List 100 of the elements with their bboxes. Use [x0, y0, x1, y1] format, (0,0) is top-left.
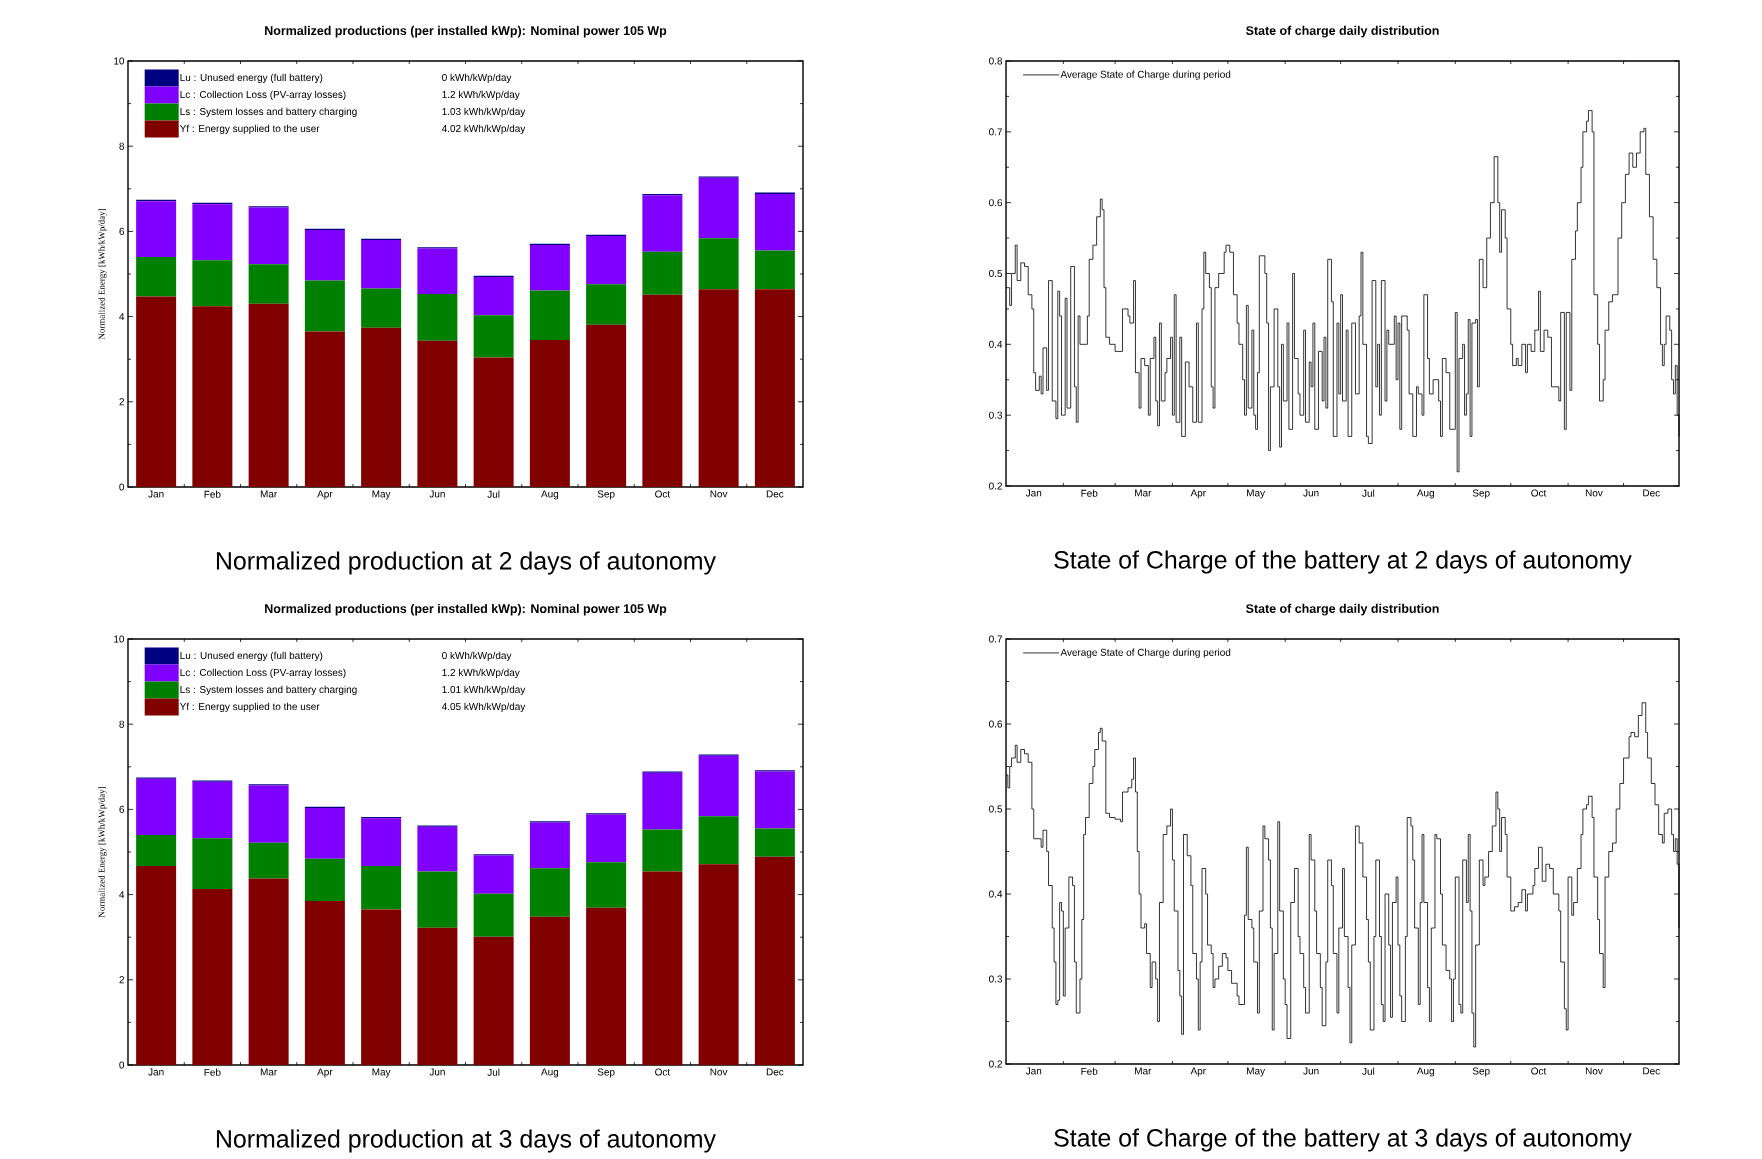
x-tick-label: Sep [597, 490, 615, 500]
x-tick-label: Dec [1643, 1067, 1660, 1075]
annotation: 1.03 kWh/kWp/day [442, 107, 526, 117]
x-tick-label: Jul [487, 490, 500, 498]
annotation: 1.01 kWh/kWp/day [442, 685, 526, 695]
y-axis-title: Normalized Energy [kWh/kWp/day] [98, 787, 107, 918]
x-tick-label: May [372, 1068, 391, 1078]
text: State of Charge of the battery at 2 days of autonomy [1054, 550, 1632, 574]
x-tick-label: Aug [541, 490, 559, 500]
x-tick-label: Jul [487, 1068, 500, 1076]
y-tick-label: 0.2 [989, 1060, 1002, 1068]
x-tick-label: Sep [1472, 1067, 1490, 1077]
x-tick-label: Feb [204, 490, 221, 498]
y-tick-label: 8 [119, 142, 125, 150]
legend-label: Ls : System losses and battery charging [180, 107, 357, 117]
y-tick-label: 0.4 [989, 340, 1003, 348]
x-tick-label: Nov [710, 490, 728, 498]
x-tick-label: Feb [1081, 489, 1098, 497]
x-tick-label: Apr [1190, 1067, 1206, 1077]
x-tick-label: Nov [1585, 1067, 1603, 1075]
annotation: 1.2 kWh/kWp/day [442, 90, 520, 100]
y-tick-label: 0.3 [989, 975, 1003, 983]
y-tick-label: 6 [119, 227, 125, 235]
y-tick-label: 0.8 [989, 57, 1003, 65]
x-tick-label: May [1247, 489, 1266, 499]
y-tick-label: 0.6 [989, 720, 1003, 728]
x-tick-label: Oct [655, 1068, 671, 1076]
y-tick-label: 2 [119, 976, 124, 984]
x-tick-label: Jun [1303, 1067, 1319, 1075]
y-tick-label: 0 [119, 483, 125, 491]
legend-label: Lu : Unused energy (full battery) [180, 73, 323, 83]
x-tick-label: Feb [1081, 1067, 1098, 1075]
x-tick-label: Apr [1190, 489, 1206, 499]
x-tick-label: Jan [1025, 489, 1042, 497]
y-tick-label: 4 [119, 891, 125, 899]
x-tick-label: Aug [1416, 1067, 1434, 1077]
x-tick-label: Oct [1531, 489, 1547, 497]
y-tick-label: 8 [119, 720, 125, 728]
text: State of Charge of the battery at 3 days of autonomy [1054, 1128, 1632, 1152]
annotation: 0 kWh/kWp/day [442, 73, 512, 83]
legend-label: Yf : Energy supplied to the user [179, 124, 320, 134]
y-tick-label: 0.4 [989, 890, 1003, 898]
x-tick-label: Dec [766, 490, 784, 498]
x-tick-label: Jun [429, 1068, 445, 1076]
y-tick-label: 4 [119, 313, 125, 321]
text: Normalized production at 2 days of autonomy [216, 551, 716, 575]
x-tick-label: Jun [1303, 489, 1319, 497]
x-tick-label: Mar [1135, 1067, 1152, 1075]
x-tick-label: May [1247, 1067, 1266, 1077]
y-axis-title: Normalized Energy [kWh/kWp/day] [98, 208, 107, 340]
y-tick-label: 0.2 [989, 482, 1002, 490]
x-tick-label: Jul [1362, 489, 1375, 497]
legend-label: Average State of Charge during period [1060, 648, 1231, 658]
y-tick-label: 0 [119, 1061, 125, 1069]
x-tick-label: Jan [148, 490, 164, 498]
x-tick-label: Apr [317, 490, 333, 500]
x-tick-label: Mar [1135, 489, 1152, 497]
x-tick-label: Oct [655, 490, 671, 498]
y-tick-label: 2 [119, 398, 124, 406]
y-tick-label: 0.6 [989, 199, 1003, 207]
y-tick-label: 0.3 [989, 411, 1003, 419]
x-tick-label: Oct [1531, 1067, 1547, 1075]
x-tick-label: Apr [317, 1068, 333, 1078]
x-tick-label: Nov [1585, 489, 1603, 497]
x-tick-label: Jul [1362, 1067, 1375, 1075]
text: Normalized production at 3 days of autonomy [216, 1129, 716, 1153]
x-tick-label: Sep [597, 1068, 615, 1078]
legend-label: Yf : Energy supplied to the user [179, 702, 320, 712]
x-tick-label: Feb [204, 1068, 221, 1076]
x-tick-label: Jun [429, 490, 445, 498]
x-tick-label: Mar [260, 1068, 278, 1076]
y-tick-label: 6 [119, 805, 125, 813]
annotation: 4.02 kWh/kWp/day [441, 124, 526, 134]
x-tick-label: Jan [1025, 1067, 1042, 1075]
annotation: 0 kWh/kWp/day [442, 651, 512, 661]
legend-label: Lu : Unused energy (full battery) [180, 651, 323, 661]
x-tick-label: Aug [541, 1068, 559, 1078]
annotation: 1.2 kWh/kWp/day [442, 668, 520, 678]
y-tick-label: 10 [114, 635, 125, 643]
y-tick-label: 0.7 [989, 635, 1002, 643]
x-tick-label: Sep [1472, 489, 1490, 499]
legend-label: Average State of Charge during period [1060, 70, 1231, 80]
chart-title: State of charge daily distribution [1246, 25, 1439, 38]
legend-label: Ls : System losses and battery charging [180, 685, 357, 695]
chart-title: State of charge daily distribution [1246, 603, 1439, 616]
x-tick-label: Nov [710, 1068, 728, 1076]
y-tick-label: 0.7 [989, 128, 1002, 136]
legend-label: Lc : Collection Loss (PV-array losses) [180, 90, 346, 100]
y-tick-label: 0.5 [989, 269, 1003, 278]
x-tick-label: Aug [1416, 489, 1434, 499]
y-tick-label: 0.5 [989, 805, 1003, 813]
x-tick-label: Jan [148, 1068, 164, 1076]
legend-label: Lc : Collection Loss (PV-array losses) [180, 668, 346, 678]
annotation: 4.05 kWh/kWp/day [441, 702, 526, 712]
x-tick-label: Dec [1643, 489, 1660, 497]
chart-title: Normalized productions (per installed kWp): Nominal power 105 Wp [265, 25, 667, 38]
x-tick-label: May [372, 490, 391, 500]
y-tick-label: 10 [114, 57, 125, 65]
x-tick-label: Mar [260, 490, 278, 498]
chart-title: Normalized productions (per installed kWp): Nominal power 105 Wp [265, 603, 667, 616]
